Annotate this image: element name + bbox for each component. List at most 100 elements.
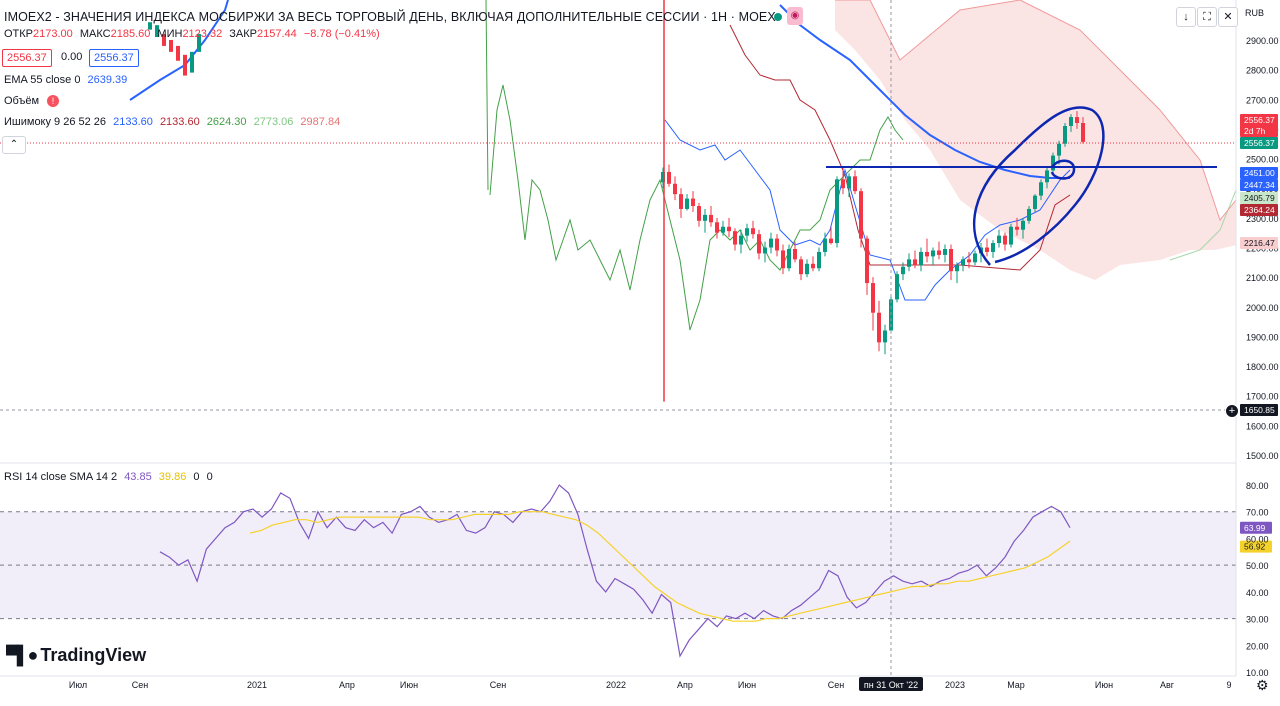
drawn-small-circle bbox=[1050, 159, 1076, 180]
price-tick-label: 2100.00 bbox=[1246, 273, 1279, 283]
candle-body bbox=[190, 51, 194, 73]
rsi-tick-label: 20.00 bbox=[1246, 641, 1269, 651]
candle-body bbox=[787, 248, 791, 269]
price-axis-badge-label: 2d 7h bbox=[1244, 126, 1266, 136]
rsi-ma-line bbox=[249, 511, 1071, 622]
candle-body bbox=[148, 22, 152, 30]
price-axis-badge bbox=[1240, 137, 1278, 149]
candle-body bbox=[883, 330, 887, 343]
rsi-axis[interactable]: 80.00 70.00 60.00 50.00 40.00 30.00 20.00 10.00 bbox=[1246, 481, 1269, 678]
ichimoku-legend[interactable]: Ишимоку 9 26 52 26 2133.60 2133.60 2624.… bbox=[4, 116, 344, 128]
spread-value: 0.00 bbox=[61, 51, 83, 63]
time-tick-label: Апр bbox=[677, 680, 693, 690]
candle-body bbox=[1039, 182, 1043, 196]
candle-body bbox=[727, 226, 731, 232]
time-tick-label: Сен bbox=[490, 680, 507, 690]
settings-gear-icon[interactable]: ⚙ bbox=[1256, 677, 1269, 693]
candle-body bbox=[1027, 208, 1031, 221]
price-axis-badge bbox=[1240, 204, 1278, 216]
collapse-legend-button[interactable]: ⌃ bbox=[2, 136, 26, 154]
rsi-line bbox=[159, 484, 1071, 658]
candle-body bbox=[183, 54, 187, 76]
rsi-tick-label: 50.00 bbox=[1246, 561, 1269, 571]
time-tick-label: Июл bbox=[69, 680, 87, 690]
ichimoku-tenkan: 2133.60 bbox=[113, 116, 153, 128]
close-pane-button[interactable]: ✕ bbox=[1218, 7, 1238, 27]
candle-body bbox=[895, 274, 899, 300]
price-axis-badge-label: 2216.47 bbox=[1244, 238, 1275, 248]
open-label: ОТКР bbox=[4, 28, 34, 40]
crosshair-date-label: пн 31 Окт '22 bbox=[864, 680, 918, 690]
close-label: ЗАКР bbox=[229, 28, 257, 40]
price-axis-badge bbox=[1240, 114, 1278, 126]
warning-icon[interactable]: ! bbox=[47, 95, 60, 107]
buy-button[interactable]: 2556.37 bbox=[89, 49, 139, 67]
ema-line bbox=[129, 0, 1070, 179]
ichimoku-label: Ишимоку 9 26 52 26 bbox=[4, 116, 107, 128]
time-tick-label: 2023 bbox=[945, 680, 965, 690]
ema-legend[interactable]: EMA 55 close 0 2639.39 bbox=[4, 74, 131, 86]
price-tick-label: 2000.00 bbox=[1246, 303, 1279, 313]
time-tick-label: Апр bbox=[339, 680, 355, 690]
price-tick-label: 2800.00 bbox=[1246, 66, 1279, 76]
candle-body bbox=[799, 259, 803, 275]
rsi-tick-label: 30.00 bbox=[1246, 615, 1269, 625]
tradingview-logo[interactable]: ▀▌● TradingView bbox=[6, 645, 146, 666]
candle-body bbox=[973, 253, 977, 263]
price-axis-badge-label: 2405.79 bbox=[1244, 193, 1275, 203]
user-drawings[interactable] bbox=[826, 106, 1217, 266]
volume-label: Объём bbox=[4, 95, 40, 107]
candle-body bbox=[697, 206, 701, 221]
price-axis-badge bbox=[1240, 237, 1278, 249]
tradingview-mark-icon: ▀▌● bbox=[6, 645, 38, 665]
ichimoku-chikou: 2624.30 bbox=[206, 116, 247, 128]
candle-body bbox=[667, 171, 671, 184]
sell-button[interactable]: 2556.37 bbox=[2, 49, 52, 67]
candle-body bbox=[715, 222, 719, 233]
candle-body bbox=[721, 226, 725, 233]
add-alert-icon[interactable]: + bbox=[1225, 404, 1239, 418]
ichimoku-span-b: 2987.84 bbox=[300, 116, 341, 128]
candle-body bbox=[1075, 117, 1079, 123]
price-axis-badge-label: 2451.00 bbox=[1244, 168, 1275, 178]
volume-legend[interactable]: Объём! bbox=[4, 95, 63, 107]
maximize-button[interactable]: ⛶ bbox=[1197, 7, 1217, 27]
rsi-legend[interactable]: RSI 14 close SMA 14 2 43.85 39.86 0 0 bbox=[4, 471, 217, 483]
rsi-plot bbox=[0, 484, 1236, 658]
candle-body bbox=[1009, 226, 1013, 245]
candle-body bbox=[176, 45, 180, 61]
price-axis-badge-label: 2364.24 bbox=[1244, 205, 1275, 215]
currency-label[interactable]: RUB bbox=[1245, 8, 1265, 18]
rsi-value: 43.85 bbox=[124, 471, 152, 483]
candle-body bbox=[781, 250, 785, 269]
market-status-icon[interactable] bbox=[774, 13, 782, 21]
indicator-lines bbox=[129, 0, 1071, 331]
candle-body bbox=[907, 259, 911, 267]
candle-body bbox=[829, 238, 833, 244]
candle-body bbox=[865, 238, 869, 284]
main-pane[interactable] bbox=[0, 0, 1237, 462]
rsi-axis-badge-label: 63.99 bbox=[1244, 523, 1266, 533]
price-tick-label: 2300.00 bbox=[1246, 214, 1279, 224]
candle-body bbox=[673, 183, 677, 195]
rsi-pane[interactable] bbox=[0, 484, 1236, 658]
candle-body bbox=[811, 263, 815, 269]
candle-body bbox=[955, 265, 959, 272]
candle-body bbox=[745, 228, 749, 236]
candle-body bbox=[913, 259, 917, 266]
change-value: −8.78 (−0.41%) bbox=[303, 28, 380, 40]
move-down-button[interactable]: ↓ bbox=[1176, 7, 1196, 27]
cloud-edge-red bbox=[835, 0, 1237, 222]
rsi-label: RSI 14 close SMA 14 2 bbox=[4, 471, 118, 483]
candle-body bbox=[1081, 123, 1085, 142]
price-tick-label: 2500.00 bbox=[1246, 155, 1279, 165]
time-tick-label: 9 bbox=[1226, 680, 1231, 690]
candle-body bbox=[961, 259, 965, 266]
candle-body bbox=[1051, 155, 1055, 171]
time-axis[interactable]: Июл Сен 2021 Апр Июн Сен 2022 Апр Июн Сен пн 31 Ок… bbox=[69, 677, 1232, 691]
price-tick-label: 2900.00 bbox=[1246, 36, 1279, 46]
candle-body bbox=[1003, 235, 1007, 245]
eye-icon[interactable]: ◉ bbox=[787, 7, 803, 25]
rsi-axis-badge bbox=[1240, 521, 1272, 534]
